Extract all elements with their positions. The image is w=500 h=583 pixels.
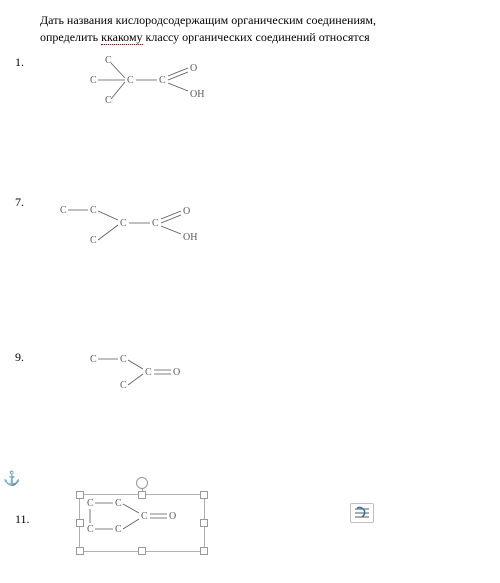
instruction-text: Дать названия кислородсодержащим органич… — [0, 0, 500, 54]
problem-1-number: 1. — [15, 55, 24, 70]
svg-text:C: C — [120, 354, 127, 365]
resize-handle-sw[interactable] — [76, 547, 84, 555]
problem-11-number: 11. — [15, 512, 30, 527]
svg-text:C: C — [90, 354, 97, 365]
structure-7: C C C C C O OH — [55, 195, 500, 265]
svg-text:C: C — [90, 75, 97, 86]
rotate-handle[interactable] — [136, 477, 148, 489]
structure-9: C C C C O — [85, 350, 500, 405]
instruction-line2-suffix: классу органических соединений относятся — [143, 30, 370, 44]
svg-text:O: O — [173, 367, 180, 378]
svg-text:C: C — [90, 205, 97, 216]
svg-text:OH: OH — [190, 89, 204, 100]
svg-text:C: C — [159, 75, 166, 86]
problem-7-number: 7. — [15, 195, 24, 210]
svg-text:O: O — [190, 63, 197, 74]
problem-9-number: 9. — [15, 350, 24, 365]
svg-text:C: C — [105, 95, 112, 106]
resize-handle-nw[interactable] — [76, 491, 84, 499]
resize-handle-se[interactable] — [200, 547, 208, 555]
svg-text:C: C — [90, 235, 97, 246]
resize-handle-e[interactable] — [200, 519, 208, 527]
svg-text:C: C — [127, 75, 134, 86]
svg-text:O: O — [183, 206, 190, 217]
selection-frame[interactable] — [79, 494, 205, 552]
layout-options-button[interactable] — [350, 503, 374, 523]
anchor-icon[interactable]: ⚓ — [3, 471, 20, 488]
svg-text:C: C — [105, 55, 112, 66]
problem-1: 1. C C C C C O OH — [0, 55, 500, 120]
resize-handle-n[interactable] — [138, 491, 146, 499]
instruction-line2-prefix: определить — [40, 30, 101, 44]
resize-handle-s[interactable] — [138, 547, 146, 555]
svg-text:C: C — [145, 367, 152, 378]
svg-text:C: C — [60, 205, 67, 216]
svg-text:C: C — [152, 218, 159, 229]
problem-9: 9. C C C C O — [0, 350, 500, 405]
structure-1: C C C C C O OH — [85, 55, 500, 120]
problem-7: 7. C C C C C O OH — [0, 195, 500, 265]
svg-text:C: C — [120, 218, 127, 229]
instruction-underlined: ккакому — [101, 30, 142, 45]
svg-text:OH: OH — [183, 232, 197, 243]
instruction-line1: Дать названия кислородсодержащим органич… — [40, 13, 376, 27]
problem-11: 11. C C C C C O — [0, 490, 500, 547]
resize-handle-w[interactable] — [76, 519, 84, 527]
svg-text:C: C — [120, 380, 127, 391]
resize-handle-ne[interactable] — [200, 491, 208, 499]
